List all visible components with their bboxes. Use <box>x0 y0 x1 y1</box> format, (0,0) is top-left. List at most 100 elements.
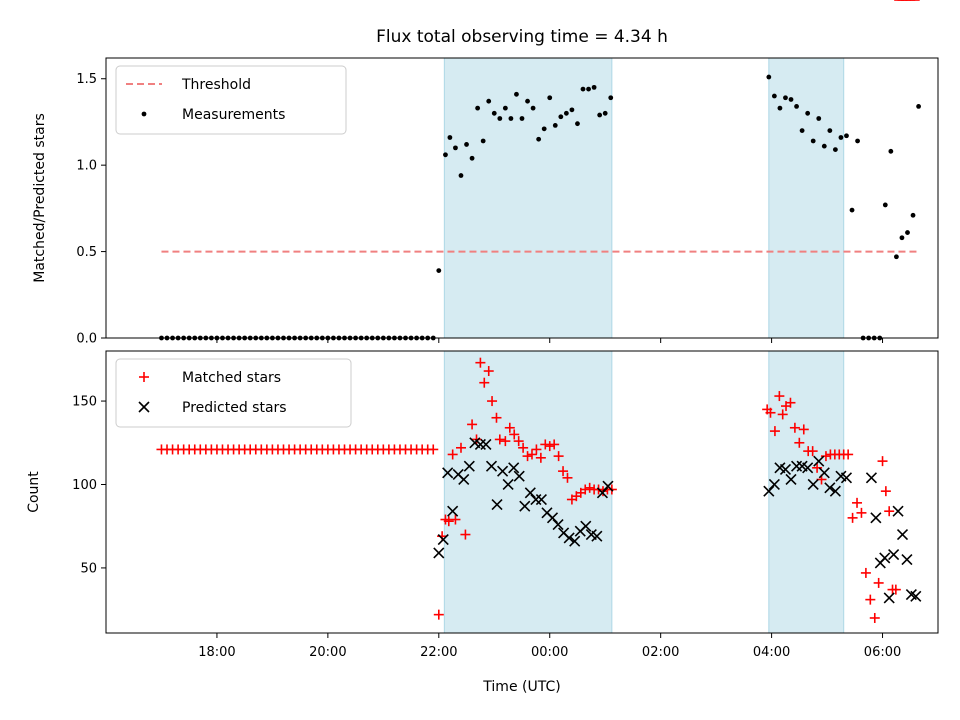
measurement-point <box>469 155 475 161</box>
predicted-star-point <box>569 535 581 547</box>
matched-star-point <box>865 594 876 605</box>
matched-star-point <box>479 377 490 388</box>
cross-b <box>892 505 904 517</box>
predicted-star-point <box>433 547 445 559</box>
predicted-star-point <box>840 472 853 484</box>
predicted-star-point <box>485 460 498 472</box>
measurement-point <box>597 112 603 118</box>
cross-b <box>779 463 792 476</box>
matched-star-point <box>843 449 854 460</box>
cross-b <box>870 512 882 524</box>
cross-b <box>785 473 797 486</box>
cross-b <box>552 518 564 531</box>
cross-b <box>796 460 808 472</box>
measurement-point <box>530 105 536 111</box>
shaded-interval-0 <box>443 57 613 339</box>
legend: Threshold Measurements <box>115 65 347 135</box>
matched-star-point <box>869 612 880 623</box>
matched-star-point <box>433 609 444 620</box>
shaded-interval-1 <box>768 57 845 339</box>
matched-star-point <box>475 357 486 368</box>
predicted-star-point <box>502 478 514 491</box>
predicted-star-point <box>442 467 454 479</box>
matched-star-point <box>769 426 780 437</box>
cross-b <box>535 493 547 506</box>
matched-star-point <box>494 434 505 445</box>
matched-star-point <box>487 396 498 407</box>
measurement-point <box>480 138 486 144</box>
predicted-star-point <box>513 470 525 482</box>
cross-b <box>896 528 909 541</box>
cross-b <box>452 468 464 481</box>
measurement-point <box>541 126 547 132</box>
matched-star-point <box>504 422 515 433</box>
measurement-point <box>810 138 816 144</box>
cross-b <box>437 533 449 546</box>
cross-b <box>541 507 553 519</box>
measurement-point <box>586 86 591 92</box>
matched-star-point <box>447 449 458 460</box>
cross-b <box>835 470 847 482</box>
matched-star-point <box>518 442 529 453</box>
cross-b <box>485 460 498 472</box>
measurement-point <box>558 114 564 120</box>
matched-star-point <box>856 507 867 518</box>
measurement-point <box>563 110 569 116</box>
predicted-star-point <box>437 533 449 546</box>
cross-b <box>910 590 922 602</box>
matched-star-point <box>428 444 439 455</box>
measurement-point <box>569 107 575 113</box>
predicted-star-point <box>870 512 882 524</box>
predicted-star-point <box>888 549 900 561</box>
predicted-star-point <box>910 590 922 602</box>
cross-b <box>519 500 531 512</box>
cross-b <box>433 547 445 559</box>
measurement-point <box>855 138 860 144</box>
legend-measurements-swatch <box>141 111 147 117</box>
predicted-star-point <box>807 478 819 491</box>
measurement-point <box>514 91 519 97</box>
matched-star-point <box>513 436 524 447</box>
predicted-star-point <box>813 455 825 467</box>
measurement-point <box>905 230 910 235</box>
top-panel: 0.0 0.5 1.0 1.5 Matched/Predicted stars Thres… <box>32 57 939 347</box>
x-tick-label: 06:00 <box>864 645 901 660</box>
plot-frame <box>105 350 939 634</box>
measurement-point <box>580 86 586 92</box>
predicted-star-point <box>508 462 520 474</box>
matched-star-point <box>549 439 560 450</box>
matched-star-point <box>443 516 454 527</box>
matched-star-point <box>847 512 858 523</box>
predicted-star-point <box>818 467 830 479</box>
matched-star-point <box>884 506 895 517</box>
matched-star-point <box>789 422 800 433</box>
matched-star-point <box>540 439 551 450</box>
x-tick-label: 20:00 <box>309 645 346 660</box>
matched-star-point <box>460 529 471 540</box>
measurement-point <box>458 173 464 178</box>
x-tick-label: 18:00 <box>198 645 235 660</box>
cross-b <box>569 535 581 547</box>
legend-label: Threshold <box>181 77 251 93</box>
matched-star-point <box>467 419 478 430</box>
matched-star-point <box>455 442 466 453</box>
cross-b <box>818 467 830 479</box>
cross-b <box>840 472 853 484</box>
measurement-point <box>882 202 888 208</box>
predicted-star-point <box>491 498 503 511</box>
matched-star-point <box>491 412 502 423</box>
series-predicted-stars <box>433 437 922 604</box>
measurement-point <box>443 152 448 158</box>
measurement-point <box>575 121 580 127</box>
predicted-star-point <box>591 530 603 542</box>
measurement-point <box>436 268 442 273</box>
measurement-point <box>910 212 916 218</box>
y-tick-label: 0.5 <box>76 245 97 260</box>
predicted-star-point <box>768 478 780 491</box>
matched-star-point <box>584 482 595 493</box>
measurement-point <box>799 128 805 133</box>
y-tick-label: 150 <box>72 395 97 410</box>
cross-b <box>824 482 836 494</box>
cross-b <box>458 473 470 486</box>
cross-b <box>905 589 917 601</box>
